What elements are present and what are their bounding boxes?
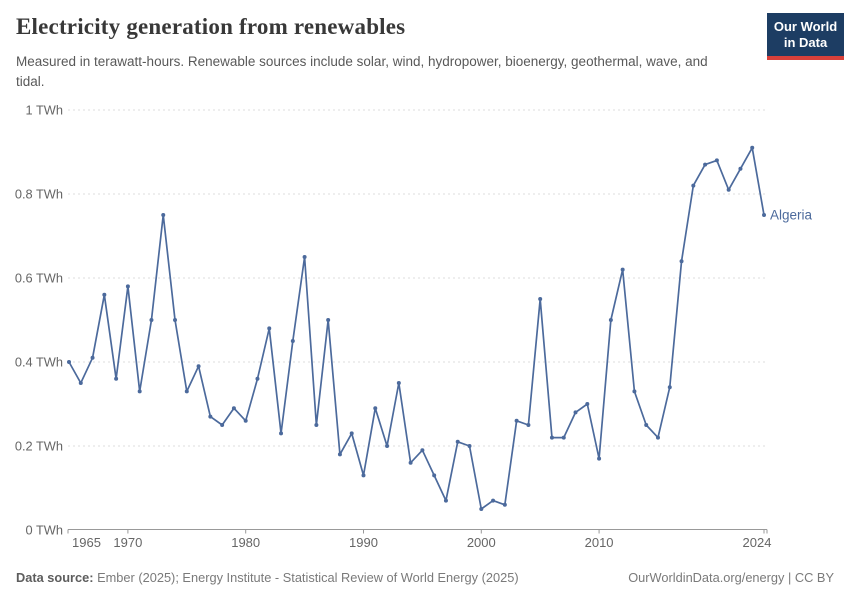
data-point (467, 444, 472, 448)
data-point (655, 435, 660, 440)
data-point (114, 376, 119, 381)
data-point (220, 423, 225, 427)
series-label-algeria[interactable]: Algeria (770, 208, 813, 223)
data-point (125, 284, 130, 289)
data-point (479, 507, 484, 511)
data-point (443, 498, 448, 503)
data-point (679, 259, 684, 264)
data-point (255, 376, 260, 381)
data-point (373, 406, 378, 411)
x-axis-tick-label: 1965 (72, 535, 101, 550)
data-point (644, 423, 649, 427)
data-point (726, 187, 731, 192)
data-point (173, 318, 178, 322)
x-axis-tick-label: 1980 (231, 535, 260, 550)
data-source-label: Data source: (16, 570, 94, 585)
data-point (208, 414, 213, 419)
data-point (538, 297, 543, 301)
data-point (667, 385, 672, 390)
data-point (337, 452, 342, 457)
data-line (68, 146, 765, 510)
y-axis-tick-label: 0.4 TWh (15, 355, 63, 370)
data-source-text: Ember (2025); Energy Institute - Statist… (93, 570, 519, 585)
data-point (78, 381, 83, 385)
logo-line2: in Data (783, 34, 828, 50)
chart-subtitle: Measured in terawatt-hours. Renewable so… (16, 54, 708, 89)
data-point (102, 292, 107, 297)
data-point (762, 213, 766, 217)
y-axis-tick-label: 1 TWh (26, 103, 63, 118)
data-point (455, 439, 460, 444)
data-point (597, 456, 602, 461)
data-point (196, 364, 201, 369)
data-point (703, 162, 708, 167)
data-point (396, 381, 401, 385)
data-point (526, 423, 531, 427)
data-point (267, 326, 272, 331)
data-point (514, 418, 519, 423)
data-point (620, 267, 625, 272)
data-point (67, 360, 71, 364)
data-point (326, 318, 331, 322)
data-point (420, 448, 425, 453)
data-source: Data source: Ember (2025); Energy Instit… (16, 570, 519, 585)
y-axis-tick-label: 0.2 TWh (15, 439, 63, 454)
data-point (90, 355, 95, 360)
owid-logo: Our World in Data (767, 13, 844, 60)
data-point (608, 318, 613, 322)
data-point (432, 473, 437, 478)
data-point (561, 435, 566, 440)
data-point (231, 406, 236, 411)
x-axis-tick-label: 1990 (349, 535, 378, 550)
data-point (573, 410, 578, 415)
x-axis-tick-label: 2010 (585, 535, 614, 550)
y-axis-tick-label: 0 TWh (26, 523, 63, 538)
data-point (585, 402, 590, 406)
data-point (385, 444, 390, 448)
data-point (549, 435, 554, 440)
data-point (243, 418, 248, 423)
y-axis-tick-label: 0.6 TWh (15, 271, 63, 286)
x-axis-tick-label: 2024 (743, 535, 772, 550)
data-point (184, 389, 189, 394)
data-point (137, 389, 142, 394)
y-axis-tick-label: 0.8 TWh (15, 187, 63, 202)
data-point (408, 460, 413, 465)
x-axis-tick-label: 2000 (467, 535, 496, 550)
chart-footer: Data source: Ember (2025); Energy Instit… (16, 570, 834, 585)
data-point (491, 498, 496, 503)
data-point (279, 431, 284, 436)
data-point (161, 213, 166, 217)
x-axis-tick-label: 1970 (113, 535, 142, 550)
data-point (314, 423, 319, 427)
data-point (290, 339, 295, 343)
data-point (302, 255, 307, 259)
data-point (361, 473, 366, 478)
data-point (502, 502, 507, 507)
data-point (714, 158, 719, 163)
footer-license-link[interactable]: OurWorldinData.org/energy | CC BY (628, 570, 834, 585)
logo-line1: Our World (773, 19, 838, 34)
data-point (149, 318, 154, 322)
data-point (632, 389, 637, 394)
data-point (738, 166, 743, 171)
data-point (349, 431, 354, 436)
data-point (750, 145, 755, 150)
chart-title: Electricity generation from renewables (16, 14, 406, 39)
data-point (691, 183, 696, 188)
